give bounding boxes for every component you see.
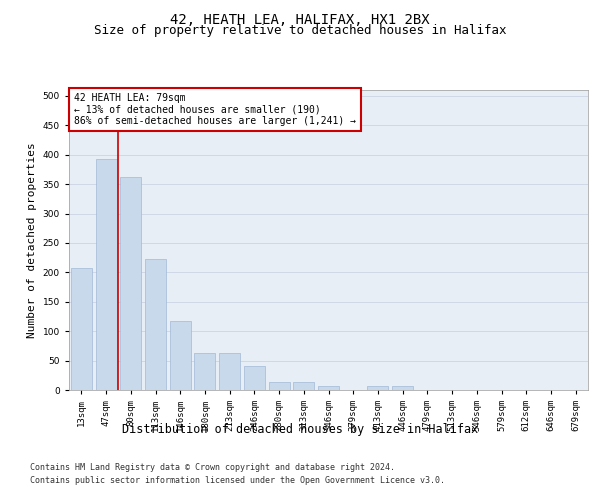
Bar	[120, 177, 141, 390]
Bar	[95, 159, 116, 390]
Text: Contains public sector information licensed under the Open Government Licence v3: Contains public sector information licen…	[30, 476, 445, 485]
Text: 42 HEATH LEA: 79sqm
← 13% of detached houses are smaller (190)
86% of semi-detac: 42 HEATH LEA: 79sqm ← 13% of detached ho…	[74, 93, 356, 126]
Bar	[170, 320, 191, 390]
Bar	[392, 386, 413, 390]
Bar	[293, 382, 314, 390]
Bar	[367, 386, 388, 390]
Bar	[219, 353, 240, 390]
Bar	[318, 386, 339, 390]
Bar	[71, 268, 92, 390]
Text: Size of property relative to detached houses in Halifax: Size of property relative to detached ho…	[94, 24, 506, 37]
Bar	[269, 382, 290, 390]
Bar	[194, 353, 215, 390]
Text: 42, HEATH LEA, HALIFAX, HX1 2BX: 42, HEATH LEA, HALIFAX, HX1 2BX	[170, 12, 430, 26]
Text: Distribution of detached houses by size in Halifax: Distribution of detached houses by size …	[122, 422, 478, 436]
Text: Contains HM Land Registry data © Crown copyright and database right 2024.: Contains HM Land Registry data © Crown c…	[30, 462, 395, 471]
Bar	[244, 366, 265, 390]
Bar	[145, 260, 166, 390]
Y-axis label: Number of detached properties: Number of detached properties	[27, 142, 37, 338]
